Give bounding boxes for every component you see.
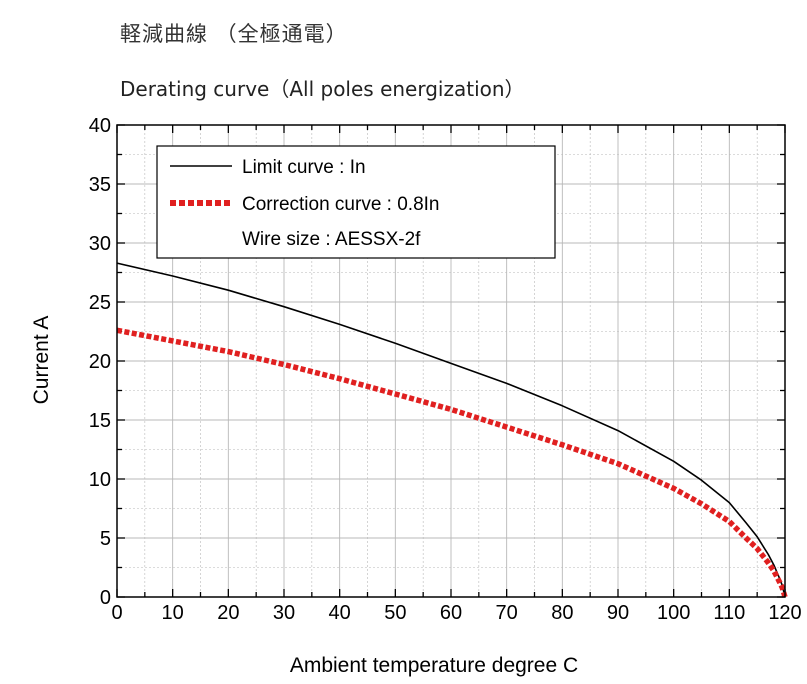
plot-frame bbox=[116, 124, 786, 598]
y-tick-label: 15 bbox=[89, 410, 111, 432]
chart-title-english: Derating curve（All poles energization） bbox=[120, 77, 525, 101]
x-tick-labels: 0 10 20 30 40 50 60 70 80 90 100 110 120 bbox=[111, 602, 801, 624]
x-tick-label: 100 bbox=[657, 602, 690, 624]
x-axis-title: Ambient temperature degree C bbox=[290, 654, 578, 677]
limit-curve-line bbox=[116, 262, 786, 598]
y-tick-label: 25 bbox=[89, 292, 111, 314]
x-tick-label: 60 bbox=[440, 602, 462, 624]
x-tick-label: 80 bbox=[551, 602, 573, 624]
legend: Limit curve : In Correction curve : 0.8I… bbox=[156, 145, 556, 259]
y-tick-labels: 0 5 10 15 20 25 30 35 40 bbox=[89, 115, 111, 609]
chart-title-japanese: 軽減曲線 （全極通電） bbox=[120, 22, 348, 46]
y-tick-label: 35 bbox=[89, 174, 111, 196]
y-tick-label: 40 bbox=[89, 115, 111, 137]
x-tick-label: 110 bbox=[713, 602, 745, 624]
y-axis-title: Current A bbox=[30, 316, 53, 405]
x-tick-label: 0 bbox=[111, 602, 122, 624]
legend-limit-label: Limit curve : In bbox=[242, 157, 366, 178]
x-tick-label: 90 bbox=[607, 602, 629, 624]
x-tick-label: 20 bbox=[217, 602, 239, 624]
series-lines bbox=[116, 262, 788, 598]
x-tick-label: 30 bbox=[273, 602, 295, 624]
x-tick-label: 10 bbox=[162, 602, 184, 624]
y-tick-label: 0 bbox=[100, 587, 111, 609]
y-tick-label: 10 bbox=[89, 469, 111, 491]
y-tick-label: 30 bbox=[89, 233, 111, 255]
correction-curve-line bbox=[116, 327, 788, 598]
legend-wire-size-note: Wire size : AESSX-2f bbox=[242, 229, 421, 250]
x-tick-label: 50 bbox=[384, 602, 406, 624]
legend-box bbox=[156, 145, 556, 259]
x-tick-label: 70 bbox=[496, 602, 518, 624]
x-tick-label: 120 bbox=[768, 602, 801, 624]
x-tick-label: 40 bbox=[329, 602, 351, 624]
y-tick-label: 5 bbox=[100, 528, 111, 550]
axis-ticks bbox=[116, 124, 786, 598]
legend-correction-label: Correction curve : 0.8In bbox=[242, 194, 439, 215]
y-tick-label: 20 bbox=[89, 351, 111, 373]
